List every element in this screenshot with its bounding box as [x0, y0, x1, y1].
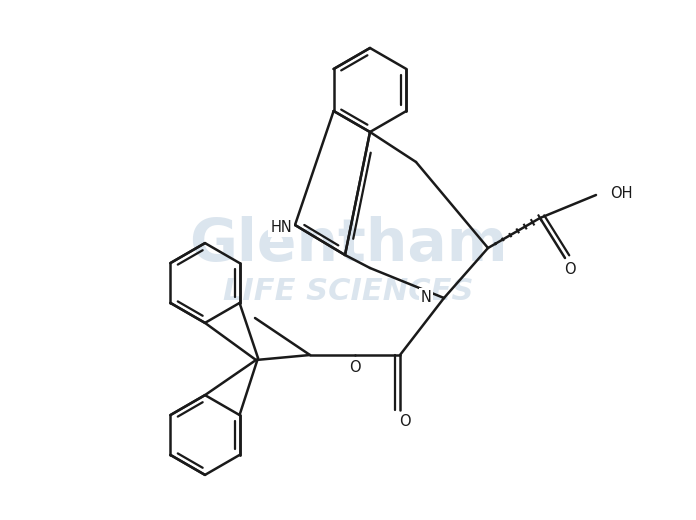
Text: O: O [349, 359, 361, 374]
Text: Glentham: Glentham [189, 216, 507, 273]
Text: HN: HN [270, 219, 292, 235]
Text: OH: OH [610, 186, 633, 201]
Text: O: O [564, 263, 576, 278]
Text: LIFE SCIENCES: LIFE SCIENCES [223, 277, 473, 306]
Text: N: N [420, 291, 432, 306]
Text: O: O [400, 414, 411, 430]
